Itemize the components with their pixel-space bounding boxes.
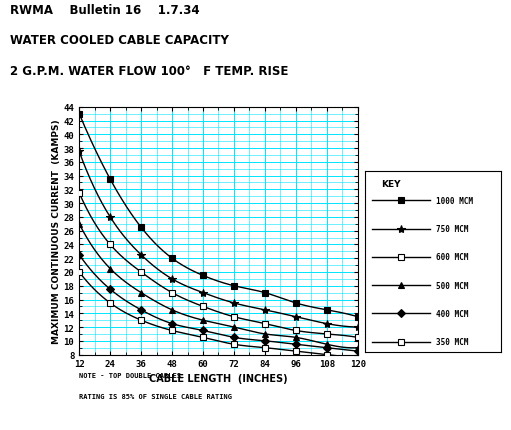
Text: 750 MCM: 750 MCM (436, 224, 468, 233)
Text: NOTE - TOP DOUBLE CABLES.: NOTE - TOP DOUBLE CABLES. (79, 372, 185, 378)
Text: 500 MCM: 500 MCM (436, 281, 468, 290)
Text: 400 MCM: 400 MCM (436, 309, 468, 318)
Y-axis label: MAXIMUM CONTINUOUS CURRENT  (KAMPS): MAXIMUM CONTINUOUS CURRENT (KAMPS) (52, 119, 61, 343)
Text: KEY: KEY (382, 179, 401, 188)
Text: 350 MCM: 350 MCM (436, 337, 468, 346)
Text: 600 MCM: 600 MCM (436, 253, 468, 262)
Text: WATER COOLED CABLE CAPACITY: WATER COOLED CABLE CAPACITY (10, 34, 229, 47)
Text: 2 G.P.M. WATER FLOW 100°   F TEMP. RISE: 2 G.P.M. WATER FLOW 100° F TEMP. RISE (10, 64, 289, 77)
Text: RWMA    Bulletin 16    1.7.34: RWMA Bulletin 16 1.7.34 (10, 4, 200, 17)
Text: RATING IS 85% OF SINGLE CABLE RATING: RATING IS 85% OF SINGLE CABLE RATING (79, 393, 232, 399)
X-axis label: CABLE LENGTH  (INCHES): CABLE LENGTH (INCHES) (149, 373, 288, 383)
Text: 1000 MCM: 1000 MCM (436, 197, 473, 206)
